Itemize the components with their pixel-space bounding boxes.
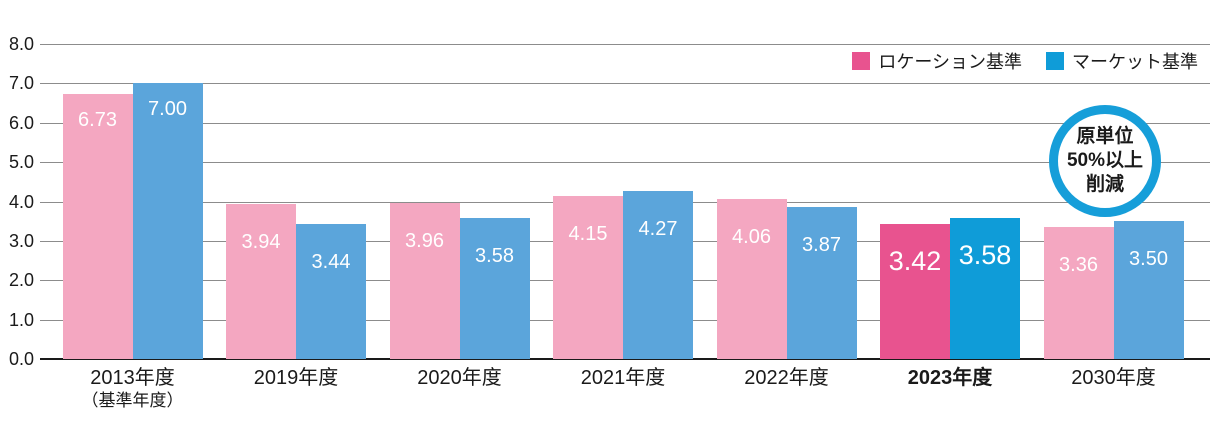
x-tick-sublabel: （基準年度） [81,391,184,410]
y-tick-label: 6.0 [8,112,34,133]
bar-value-label: 3.36 [1059,253,1098,276]
bar [1113,221,1184,359]
legend-label-location-basis: ロケーション基準 [878,52,1022,72]
badge-line-3: 削減 [1085,174,1124,195]
bar [226,203,296,359]
bar-value-label: 3.87 [802,233,841,256]
bar [459,218,530,359]
bar [786,206,857,359]
bar-value-label: 3.42 [888,246,942,277]
bar [62,94,133,359]
bar-value-label: 7.00 [148,98,187,121]
bar-value-label: 3.44 [311,250,351,273]
x-tick-label: 2030年度 [1071,367,1156,389]
bar [716,199,787,359]
x-tick-label: 2022年度 [744,367,829,389]
x-tick-label: 2019年度 [253,367,339,389]
gridline [40,122,1210,124]
chart-legend: ロケーション基準 マーケット基準 [852,48,1198,74]
legend-swatch-blue [1046,52,1064,70]
bar [553,195,623,359]
y-tick-label: 7.0 [8,73,34,94]
gridline [40,162,1210,164]
bar-value-label: 3.58 [475,245,514,268]
legend-item-location-basis: ロケーション基準 [852,48,1022,74]
gridline [40,83,1210,85]
gridline [40,44,1210,45]
y-tick-label: 3.0 [8,230,34,251]
x-tick-label: 2020年度 [417,367,502,389]
y-tick-label: 1.0 [8,309,34,330]
y-tick-label: 4.0 [8,191,34,212]
bar [880,224,950,359]
y-tick-label: 2.0 [8,270,34,291]
bar [132,83,203,359]
bar [950,218,1020,359]
bar-value-label: 4.15 [568,222,608,245]
y-tick-label: 8.0 [8,34,34,54]
badge-line-1: 原単位 [1076,126,1134,147]
bar [296,223,366,359]
bar-value-label: 4.27 [638,217,678,240]
x-tick-label: 2021年度 [580,367,666,389]
bar [623,190,693,359]
bar [389,203,460,359]
bar [1043,226,1114,359]
bar-value-label: 6.73 [78,109,117,131]
legend-label-market-basis: マーケット基準 [1072,52,1198,72]
reduction-target-badge: 原単位 50%以上 削減 [1049,105,1161,217]
y-tick-label: 0.0 [8,349,34,369]
x-tick-label: 2013年度 （基準年度） [51,366,215,411]
y-tick-label: 5.0 [8,152,34,173]
bar-value-label: 3.96 [405,230,444,253]
badge-line-2: 50%以上 [1066,150,1144,171]
x-tick-label: 2023年度 [907,367,993,389]
legend-swatch-pink [852,52,871,70]
legend-item-market-basis: マーケット基準 [1046,48,1198,74]
bar-value-label: 3.58 [958,240,1012,271]
bar-value-label: 3.50 [1129,248,1168,271]
bar-value-label: 3.94 [241,230,281,253]
bar-value-label: 4.06 [732,226,771,249]
x-axis-line [40,358,1210,360]
